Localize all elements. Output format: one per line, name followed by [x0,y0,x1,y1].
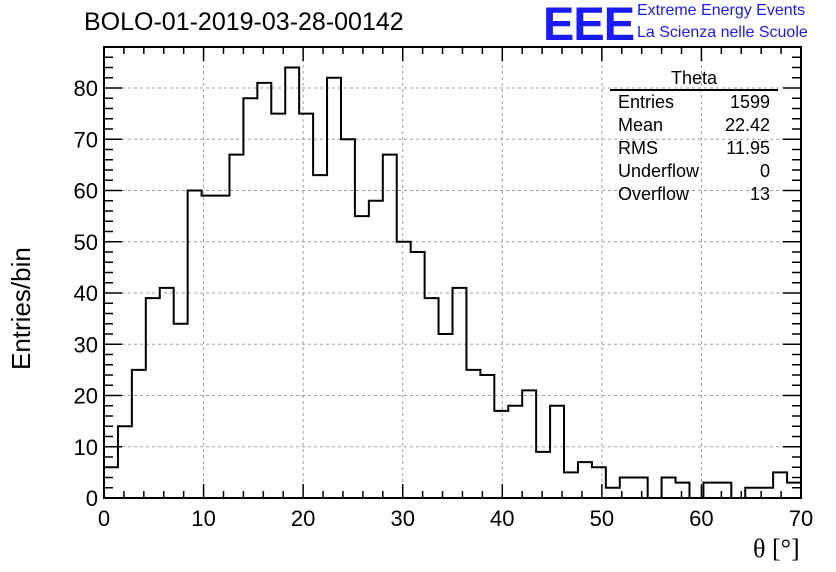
stats-value: 11.95 [726,138,770,158]
logo-subtitle-1: Extreme Energy Events [637,2,806,19]
x-tick-label: 40 [490,506,514,531]
stats-label: Entries [618,92,675,112]
stats-row: Overflow 13 [610,183,778,206]
stats-box: Theta Entries 1599 Mean 22.42 RMS 11.95 Underf… [610,69,778,206]
histogram-outline [103,66,802,499]
stats-label: Mean [618,115,664,135]
stats-label: RMS [618,138,658,158]
stats-label: Underflow [618,161,700,181]
stats-row: Underflow 0 [610,160,778,183]
x-tick-label: 60 [689,506,713,531]
y-tick-label: 60 [74,179,98,204]
stats-title: Theta [610,69,778,91]
x-tick-label: 20 [291,506,315,531]
x-tick-label: 50 [590,506,614,531]
logo-subtitle-2: La Scienza nelle Scuole [637,24,808,41]
y-tick-label: 80 [74,76,98,101]
eee-logo: EEE [543,0,635,50]
x-tick-label: 30 [390,506,414,531]
stats-value: 1599 [729,92,770,112]
stats-row: RMS 11.95 [610,137,778,160]
y-tick-label: 0 [86,486,98,511]
y-tick-label: 70 [74,127,98,152]
stats-rows: Entries 1599 Mean 22.42 RMS 11.95 Underflow 0 Ov… [610,91,778,206]
chart-title: BOLO-01-2019-03-28-00142 [84,8,404,36]
plot-frame [103,46,802,499]
x-tick-label: 70 [789,506,813,531]
y-tick-label: 10 [74,435,98,460]
y-tick-label: 50 [74,230,98,255]
x-tick-label: 10 [191,506,215,531]
stats-value: 22.42 [724,115,770,135]
y-tick-label: 20 [74,384,98,409]
stats-label: Overflow [618,184,690,204]
x-axis-label: θ [°] [753,534,800,563]
x-tick-label: 0 [98,506,110,531]
y-tick-label: 40 [74,281,98,306]
tick-labels: 0 10 20 30 40 50 60 70 0 10 20 30 40 50 60 70 80 [74,76,814,531]
stats-value: 13 [749,184,770,204]
y-tick-label: 30 [74,332,98,357]
stats-value: 0 [759,161,770,181]
stats-row: Mean 22.42 [610,114,778,137]
stats-row: Entries 1599 [610,91,778,114]
